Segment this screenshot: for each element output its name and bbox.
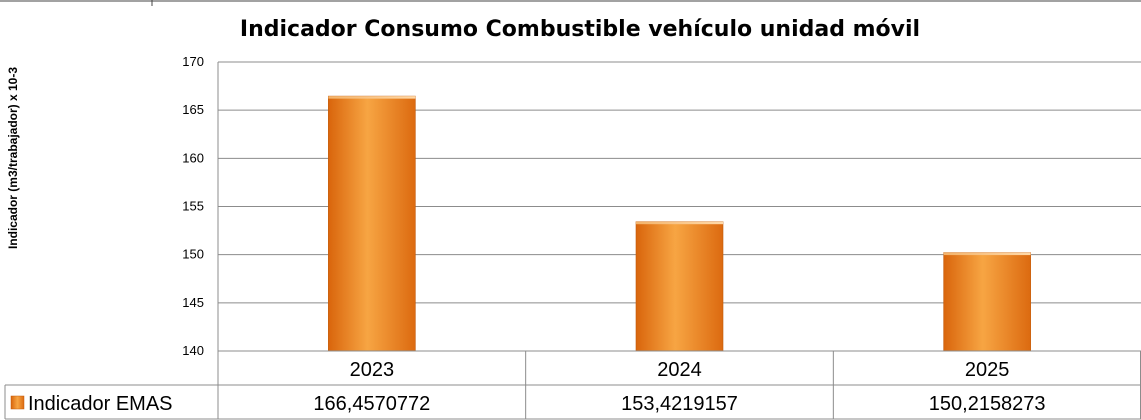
legend-label: Indicador EMAS: [28, 393, 173, 415]
y-axis-label: Indicador (m3/trabajador) x 10-3: [6, 67, 20, 249]
x-category-label: 2024: [657, 359, 702, 381]
data-value-label: 166,4570772: [313, 393, 430, 415]
bar: [635, 221, 724, 352]
y-tick-label: 165: [182, 102, 204, 117]
data-value-label: 150,2158273: [929, 393, 1046, 415]
bars: [328, 95, 1031, 352]
y-tick-label: 150: [182, 247, 204, 262]
data-table: 2023 166,4570772 2024 153,4219157 2025 150,21…: [4, 350, 1141, 420]
y-tick-label: 155: [182, 199, 204, 214]
bar: [328, 95, 416, 352]
data-value-label: 153,4219157: [621, 393, 738, 415]
bar-top-highlight: [943, 252, 1031, 256]
y-tick-label: 140: [182, 343, 204, 358]
bar-top-highlight: [328, 96, 416, 99]
bar: [943, 252, 1031, 352]
y-tick-label: 170: [182, 54, 204, 69]
bar-top-highlight: [636, 221, 723, 225]
x-category-label: 2023: [350, 359, 395, 381]
x-category-label: 2025: [965, 359, 1010, 381]
y-tick-label: 145: [182, 295, 204, 310]
legend-swatch: [10, 395, 25, 410]
y-tick-label: 160: [182, 150, 204, 165]
y-tick-labels: 140 145 150 155 160 165 170: [182, 54, 204, 358]
chart-title: Indicador Consumo Combustible vehículo u…: [240, 17, 920, 42]
